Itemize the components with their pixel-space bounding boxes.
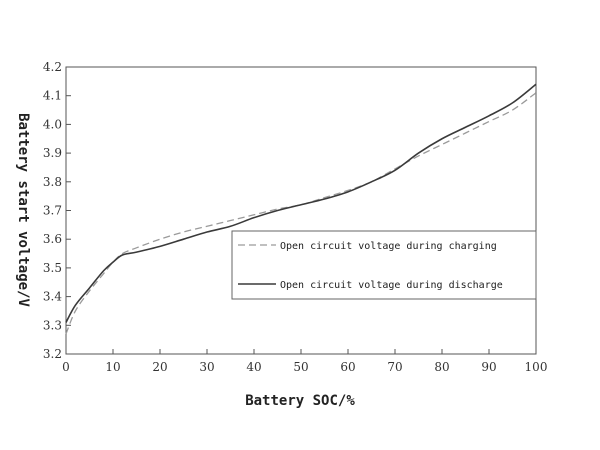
x-tick-label: 70 — [387, 360, 402, 374]
y-tick-label: 4.0 — [43, 117, 62, 131]
y-tick-label: 3.3 — [43, 318, 62, 332]
discharge-series-line — [65, 83, 537, 323]
x-tick-label: 90 — [481, 360, 496, 374]
x-axis-title: Battery SOC/% — [245, 393, 355, 409]
legend-label: Open circuit voltage during charging — [280, 241, 497, 252]
x-tick-label: 10 — [105, 360, 120, 374]
y-tick-label: 3.5 — [43, 261, 62, 275]
y-tick-label: 4.1 — [43, 89, 62, 103]
x-tick-label: 30 — [199, 360, 214, 374]
legend-box — [231, 230, 537, 300]
plot-area-frame — [65, 66, 537, 355]
legend-label: Open circuit voltage during discharge — [280, 280, 503, 291]
x-tick-label: 20 — [152, 360, 167, 374]
y-tick-label: 3.8 — [43, 175, 62, 189]
x-tick-label: 60 — [340, 360, 355, 374]
x-tick-label: 80 — [434, 360, 449, 374]
y-tick-label: 3.7 — [43, 204, 62, 218]
y-tick-label: 4.2 — [43, 60, 62, 74]
x-tick-label: 100 — [525, 360, 548, 374]
x-tick-label: 0 — [62, 360, 70, 374]
x-tick-label: 50 — [293, 360, 308, 374]
y-axis-title: Battery start voltage/V — [15, 113, 31, 307]
y-tick-label: 3.9 — [43, 146, 62, 160]
y-tick-label: 3.2 — [43, 347, 62, 361]
y-tick-label: 3.4 — [43, 290, 62, 304]
y-tick-label: 3.6 — [43, 232, 62, 246]
x-tick-label: 40 — [246, 360, 261, 374]
charging-series-line — [65, 92, 537, 335]
